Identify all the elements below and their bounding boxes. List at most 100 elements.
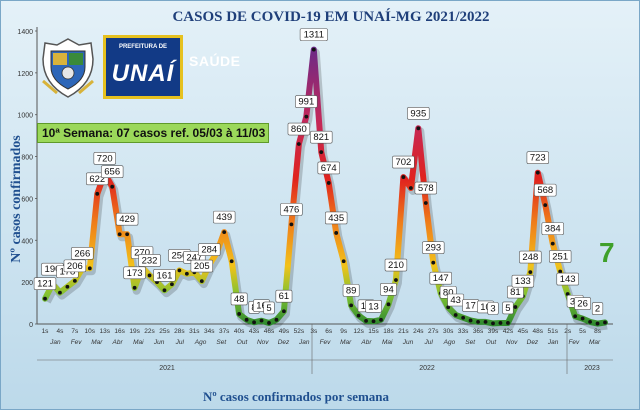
data-label: 94 [383,284,394,295]
month-label: Dez [278,339,290,346]
data-point [603,320,607,325]
month-label: Out [237,339,249,346]
week-tick-label: 48s [533,328,544,335]
data-point [289,222,294,227]
week-tick-label: 36s [473,328,484,335]
latest-week-value: 7 [599,237,615,268]
data-label-box [190,259,213,273]
data-point [386,302,391,307]
week-tick-label: 33s [458,328,469,335]
data-label-box [33,277,57,290]
data-label: 10 [480,302,491,313]
data-label-box [324,211,348,225]
data-label-box [153,269,176,282]
week-tick-label: 34s [204,328,215,335]
y-tick-label: 1000 [17,113,33,120]
data-label: 1311 [304,30,324,41]
data-point [349,303,354,308]
data-label: 13 [368,301,379,312]
y-tick-label: 0 [29,322,33,329]
data-label: 720 [97,153,113,164]
week-tick-label: 45s [518,328,529,335]
week-tick-label: 22s [144,328,155,335]
data-point [483,320,488,324]
data-point [371,319,376,324]
week-banner: 10ª Semana: 07 casos ref. 05/03 à 11/03 [37,123,269,143]
city-name: UNAÍ [111,60,175,87]
data-point [147,273,152,278]
data-point [408,186,413,190]
data-label: 248 [522,252,538,263]
month-label: Mai [382,339,393,346]
data-point [229,259,234,264]
week-tick-label: 5s [579,328,587,335]
data-point [341,259,346,264]
data-point [319,150,324,155]
month-label: Nov [257,339,269,346]
week-tick-label: 4s [56,328,64,335]
data-point [267,321,271,325]
data-label: 429 [119,214,135,225]
department-name: SAÚDE [189,53,241,69]
data-label: 2 [595,304,600,315]
data-label-box [101,165,124,179]
data-point [95,191,100,196]
week-tick-label: 28s [174,328,185,335]
week-tick-label: 40s [234,328,245,335]
x-ticks: 1s 4s 7s 10s 13s 16s 19s 22s 25s 28s 31s 34s 37s 40s 4… [37,324,613,374]
week-tick-label: 19s [129,328,140,335]
week-tick-label: 2s [564,328,572,335]
data-point [177,268,182,273]
week-tick-label: 16s [114,328,125,335]
week-tick-label: 6s [325,328,333,335]
data-label: 991 [298,97,314,108]
data-point [416,126,421,131]
week-tick-label: 13s [99,328,110,335]
month-label: Mar [91,339,103,346]
month-label: Jul [175,339,185,346]
data-label: 173 [127,268,143,279]
y-tick-label: 600 [21,196,33,203]
data-point [252,320,256,325]
data-point [588,320,592,324]
y-tick-label: 1200 [17,71,33,78]
month-label: Mar [589,339,601,346]
data-label: 251 [552,251,568,262]
data-label: 702 [395,157,411,168]
data-label: 16 [256,301,267,312]
data-label-box [299,28,328,41]
data-point [259,318,264,323]
data-point [326,181,331,185]
data-point [468,318,473,323]
data-point [170,282,174,287]
data-point [311,47,316,52]
data-label: 143 [560,274,576,285]
data-label-box [115,212,139,226]
data-label-box [534,183,557,197]
data-label: 578 [418,183,434,194]
data-label: 80 [443,287,454,298]
week-tick-label: 10s [85,328,96,335]
data-label: 206 [67,261,83,272]
data-label-box [71,247,94,260]
data-label: 205 [194,261,210,272]
y-tick-label: 200 [21,280,33,287]
week-tick-label: 42s [503,328,514,335]
data-point [132,285,137,290]
year-label: 2022 [419,365,435,372]
prefeitura-label: PREFEITURA DE [118,44,168,50]
week-tick-label: 27s [428,328,439,335]
data-label: 121 [37,279,53,290]
data-label: 256 [171,250,187,261]
data-point [222,230,227,235]
month-label: Jan [49,339,61,346]
data-point [550,241,555,246]
data-label-box [213,210,236,224]
week-tick-label: 46s [264,328,275,335]
y-tick-label: 800 [21,155,33,162]
chart-title: CASOS DE COVID-19 EM UNAÍ-MG 2021/2022 [172,8,489,25]
week-tick-label: 51s [547,328,558,335]
data-label: 190 [45,264,61,275]
data-point [595,321,600,326]
